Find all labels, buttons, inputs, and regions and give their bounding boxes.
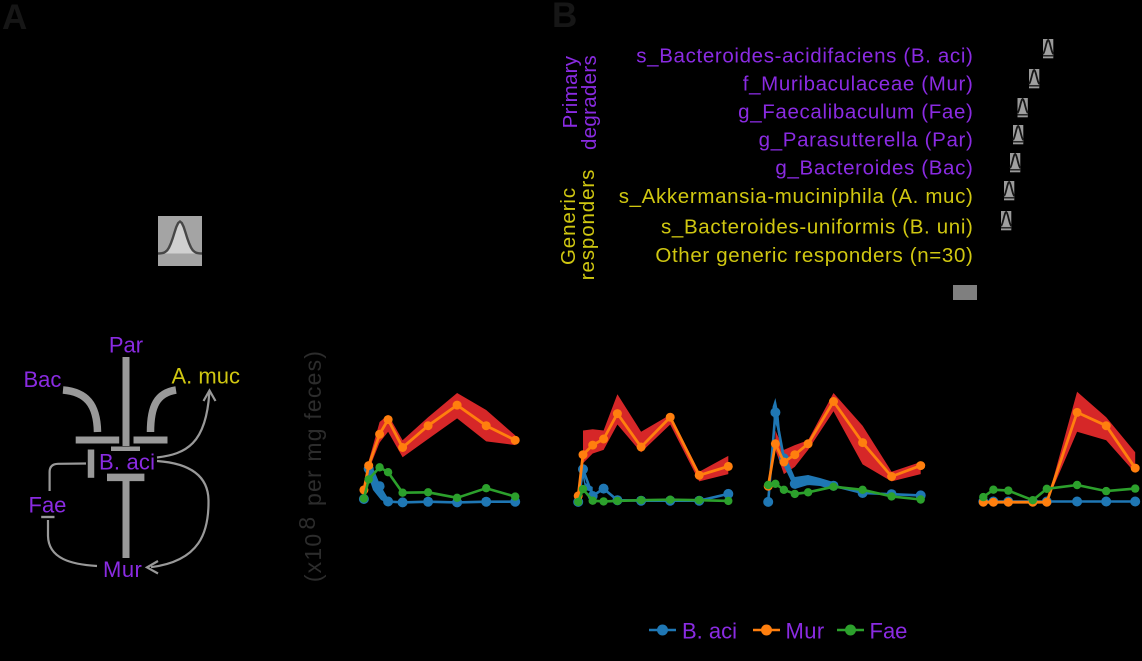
svg-text:g_Faecalibaculum (Fae): g_Faecalibaculum (Fae): [738, 101, 973, 124]
svg-text:Par: Par: [109, 333, 143, 358]
svg-text:A: A: [2, 0, 27, 37]
svg-text:B. aci: B. aci: [682, 619, 737, 644]
svg-text:B: B: [552, 0, 577, 35]
svg-text:Generic: Generic: [557, 187, 580, 265]
svg-text:Mur: Mur: [786, 619, 825, 644]
svg-text:degraders: degraders: [578, 55, 601, 150]
svg-text:f_Muribaculaceae (Mur): f_Muribaculaceae (Mur): [743, 73, 974, 96]
svg-text:s_Akkermansia-muciniphila (A.: s_Akkermansia-muciniphila (A. muc): [619, 185, 974, 208]
svg-text:s_Bacteroides-acidifaciens (B.: s_Bacteroides-acidifaciens (B. aci): [636, 45, 973, 68]
svg-text:Fae: Fae: [29, 493, 67, 518]
svg-text:B. aci: B. aci: [99, 450, 155, 475]
svg-text:Mur: Mur: [103, 557, 142, 582]
svg-text:A. muc: A. muc: [172, 364, 240, 389]
svg-text:Other generic responders (n=30: Other generic responders (n=30): [655, 244, 973, 267]
svg-text:Bac: Bac: [24, 367, 62, 392]
svg-text:Primary: Primary: [559, 55, 582, 128]
svg-text:(x108 per mg feces): (x108 per mg feces): [294, 350, 326, 582]
svg-text:s_Bacteroides-uniformis (B. un: s_Bacteroides-uniformis (B. uni): [661, 216, 973, 239]
svg-text:responders: responders: [576, 169, 599, 281]
svg-text:Fae: Fae: [870, 619, 908, 644]
svg-text:g_Parasutterella (Par): g_Parasutterella (Par): [759, 129, 974, 152]
svg-text:g_Bacteroides (Bac): g_Bacteroides (Bac): [775, 157, 973, 180]
